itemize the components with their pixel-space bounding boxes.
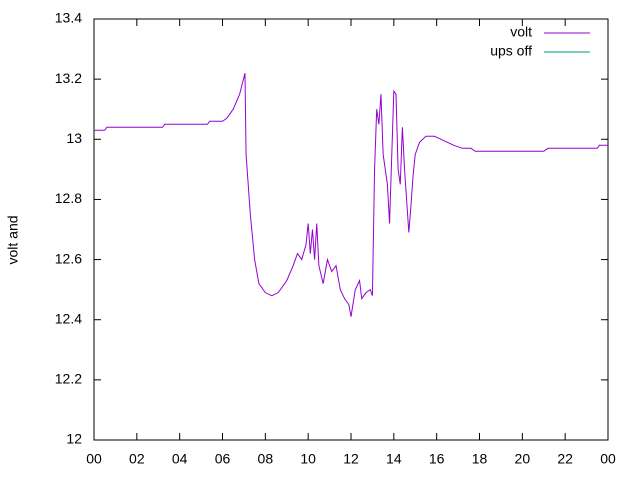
plot-frame xyxy=(93,18,609,441)
x-tick-label: 00 xyxy=(86,451,102,467)
x-tick-label: 04 xyxy=(172,451,188,467)
x-tick-label: 02 xyxy=(129,451,145,467)
x-tick-label: 16 xyxy=(429,451,445,467)
y-tick-label: 13 xyxy=(66,130,82,146)
x-tick-label: 10 xyxy=(300,451,316,467)
data-line xyxy=(94,73,608,317)
y-tick-label: 12 xyxy=(66,431,82,447)
legend-label: ups off xyxy=(490,43,532,59)
x-tick-label: 20 xyxy=(515,451,531,467)
legend-label: volt xyxy=(510,24,532,40)
y-tick-label: 13.4 xyxy=(55,10,82,26)
y-axis-label: volt and xyxy=(5,215,21,264)
y-tick-label: 12.8 xyxy=(55,190,82,206)
x-tick-label: 00 xyxy=(600,451,616,467)
y-tick-label: 12.4 xyxy=(55,310,82,326)
x-tick-label: 18 xyxy=(472,451,488,467)
x-tick-label: 06 xyxy=(215,451,231,467)
x-tick-label: 08 xyxy=(258,451,274,467)
x-tick-label: 12 xyxy=(343,451,359,467)
x-tick-label: 22 xyxy=(557,451,573,467)
x-tick-label: 14 xyxy=(386,451,402,467)
y-tick-label: 13.2 xyxy=(55,70,82,86)
y-tick-label: 12.2 xyxy=(55,371,82,387)
y-tick-label: 12.6 xyxy=(55,250,82,266)
